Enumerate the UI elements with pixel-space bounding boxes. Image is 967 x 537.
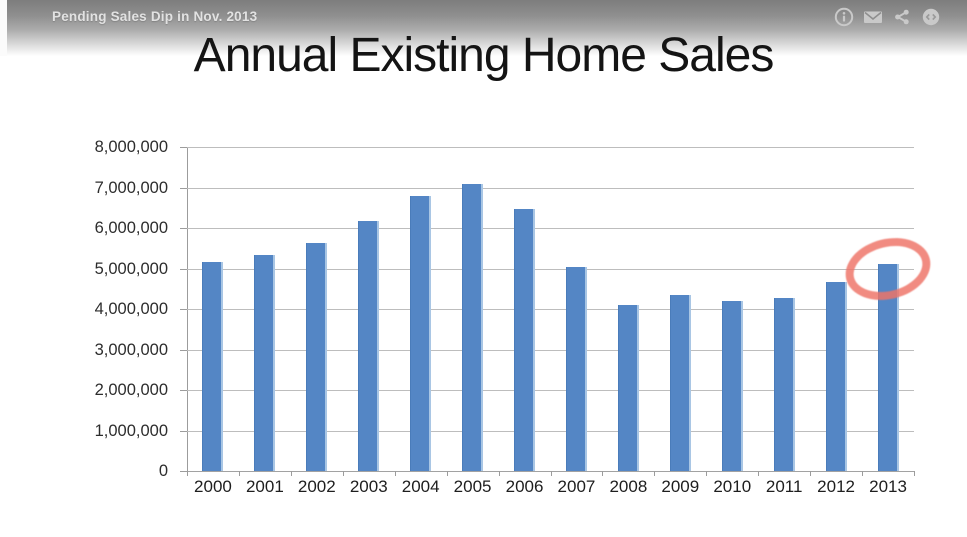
player-top-bar: Pending Sales Dip in Nov. 2013 (0, 0, 967, 56)
x-axis-label: 2007 (557, 477, 596, 496)
x-axis-label: 2005 (453, 477, 492, 496)
bar-2002 (306, 242, 328, 471)
bar-2000 (202, 261, 224, 471)
x-axis-tick (862, 471, 864, 476)
bar-2013 (877, 263, 899, 471)
x-axis-label: 2004 (401, 477, 440, 496)
bar-2011 (773, 298, 795, 471)
player-actions (834, 7, 941, 27)
frame-left-edge (0, 0, 7, 56)
y-axis-label: 3,000,000 (94, 340, 168, 359)
x-axis-tick (810, 471, 812, 476)
info-icon (834, 7, 854, 27)
bar-2009 (669, 295, 691, 471)
x-axis-label: 2013 (869, 477, 907, 496)
x-axis-label: 2010 (713, 477, 752, 496)
y-axis-tick (180, 187, 187, 189)
y-axis-tick (180, 430, 187, 432)
highlight-ellipse (839, 229, 938, 309)
y-axis-tick (180, 471, 187, 472)
bar-2010 (721, 301, 743, 471)
bar-2007 (565, 267, 587, 471)
x-axis-label: 2001 (245, 477, 284, 496)
info-button[interactable] (834, 7, 854, 27)
bar-2003 (358, 220, 380, 471)
x-axis-tick (654, 471, 656, 476)
x-axis-label: 2009 (661, 477, 700, 496)
y-axis-tick (180, 228, 187, 229)
y-axis-label: 1,000,000 (94, 421, 168, 440)
gridline-7,000,000 (187, 187, 914, 189)
gridline-2,000,000 (187, 390, 914, 391)
y-axis-label: 7,000,000 (94, 178, 168, 197)
x-axis-tick (238, 471, 240, 476)
y-axis-label: 0 (158, 462, 168, 480)
y-axis-tick (180, 349, 187, 351)
share-icon (892, 7, 912, 27)
gridline-8,000,000 (187, 147, 914, 148)
y-axis-tick (180, 309, 187, 310)
x-axis-label: 2002 (297, 477, 336, 496)
x-axis-tick (602, 471, 604, 476)
y-axis-label: 2,000,000 (94, 381, 168, 399)
gridline-5,000,000 (187, 268, 914, 270)
bar-2006 (514, 208, 536, 471)
x-axis-label: 2003 (349, 477, 388, 496)
gridline-3,000,000 (187, 349, 914, 351)
x-axis-tick (342, 471, 344, 476)
bar-2012 (825, 282, 847, 471)
video-title: Pending Sales Dip in Nov. 2013 (52, 9, 258, 24)
embed-button[interactable] (921, 7, 941, 27)
embed-icon (921, 7, 941, 27)
y-axis-tick (180, 390, 187, 391)
chart-title: Annual Existing Home Sales (193, 29, 775, 82)
y-axis-label: 6,000,000 (94, 219, 168, 237)
y-axis-label: 8,000,000 (94, 138, 168, 156)
x-axis-label: 2008 (609, 477, 648, 496)
bar-2001 (254, 255, 276, 471)
y-axis-tick (180, 268, 187, 270)
x-axis-label: 2000 (194, 477, 232, 496)
x-axis-tick (550, 471, 552, 476)
x-axis-tick (758, 471, 760, 476)
x-axis-tick (187, 471, 188, 476)
x-axis-label: 2006 (505, 477, 544, 496)
bar-2008 (617, 304, 639, 471)
bar-2005 (462, 184, 484, 471)
x-axis-tick (394, 471, 396, 476)
y-axis-label: 4,000,000 (94, 300, 168, 318)
y-axis-tick (180, 147, 187, 148)
x-axis-tick (914, 471, 915, 476)
bar-2004 (410, 196, 432, 471)
x-axis-tick (706, 471, 708, 476)
x-axis-label: 2011 (765, 477, 803, 496)
x-axis-label: 2012 (817, 477, 855, 496)
x-axis-tick (446, 471, 448, 476)
gridline-1,000,000 (187, 430, 914, 432)
gridline-6,000,000 (187, 228, 914, 229)
y-axis-label: 5,000,000 (94, 259, 168, 278)
share-button[interactable] (892, 7, 912, 27)
email-button[interactable] (863, 7, 883, 27)
x-axis-tick (290, 471, 292, 476)
x-axis-tick (498, 471, 500, 476)
gridline-4,000,000 (187, 309, 914, 310)
email-icon (862, 7, 884, 27)
